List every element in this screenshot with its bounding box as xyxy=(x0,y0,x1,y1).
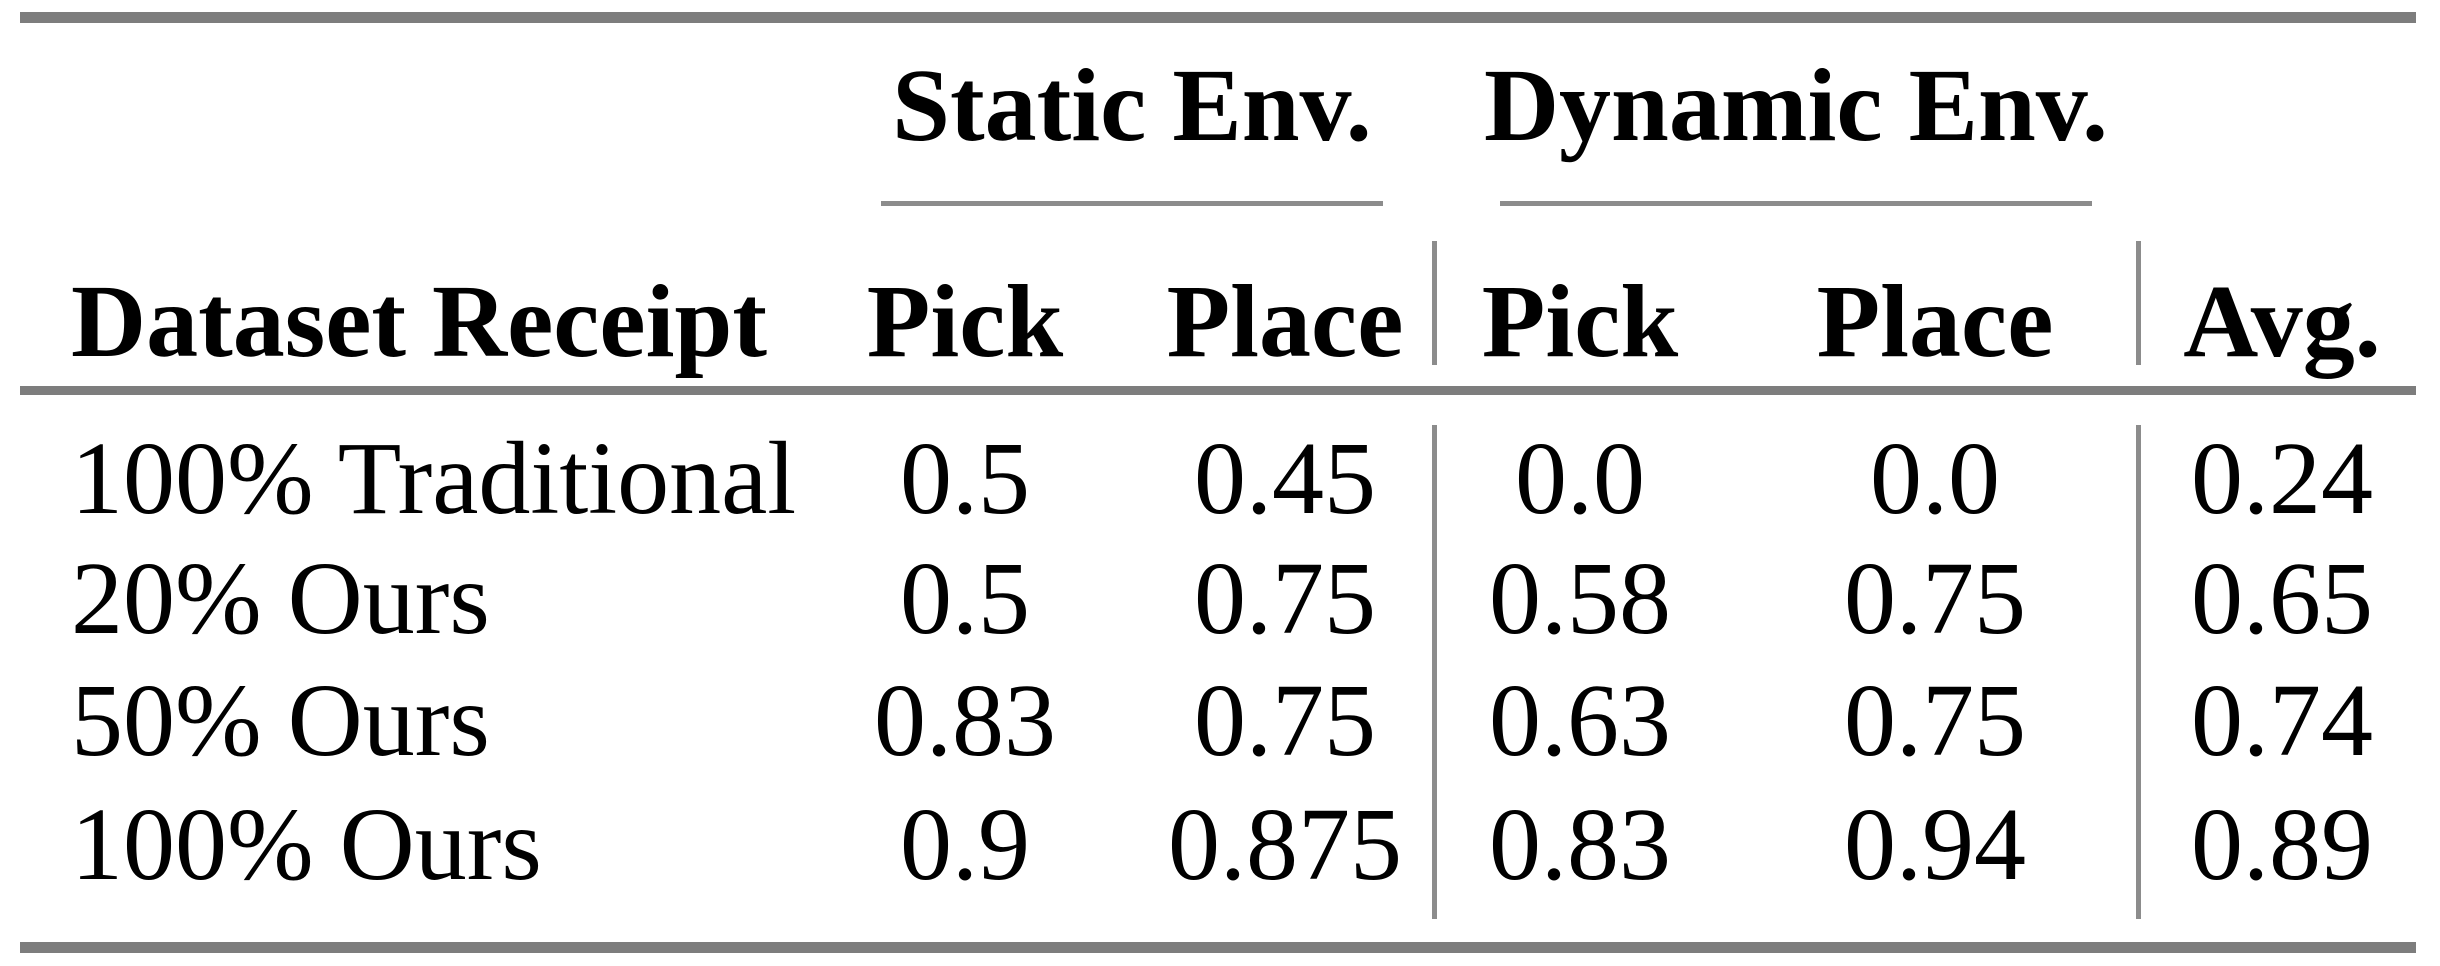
cell-avg: 0.89 xyxy=(2191,787,2373,902)
cmidrule-dynamic xyxy=(1500,201,2092,206)
cmidrule-static xyxy=(881,201,1383,206)
col-header-dynamic-pick: Pick xyxy=(1481,264,1679,379)
row-label: 100% Ours xyxy=(71,787,542,902)
group-header-static-env: Static Env. xyxy=(892,48,1372,163)
group-header-dynamic-env: Dynamic Env. xyxy=(1483,48,2109,163)
vrule-static-dynamic-body xyxy=(1432,425,1437,919)
cell-static-place: 0.75 xyxy=(1194,541,1376,656)
cell-static-place: 0.45 xyxy=(1194,421,1376,536)
vrule-dynamic-avg-header xyxy=(2136,241,2141,365)
col-header-avg: Avg. xyxy=(2183,264,2381,379)
cell-dynamic-pick: 0.58 xyxy=(1489,541,1671,656)
table-rule-top xyxy=(20,12,2416,23)
cell-dynamic-pick: 0.0 xyxy=(1515,421,1645,536)
row-label: 100% Traditional xyxy=(71,421,797,536)
col-header-dataset-receipt: Dataset Receipt xyxy=(71,264,767,379)
cell-static-pick: 0.9 xyxy=(900,787,1030,902)
cell-static-pick: 0.5 xyxy=(900,421,1030,536)
cell-dynamic-place: 0.94 xyxy=(1844,787,2026,902)
row-label: 20% Ours xyxy=(71,541,490,656)
cell-static-pick: 0.5 xyxy=(900,541,1030,656)
cell-dynamic-place: 0.0 xyxy=(1870,421,2000,536)
cell-avg: 0.74 xyxy=(2191,663,2373,778)
table-rule-bottom xyxy=(20,942,2416,953)
row-label: 50% Ours xyxy=(71,663,490,778)
cell-avg: 0.24 xyxy=(2191,421,2373,536)
cell-dynamic-place: 0.75 xyxy=(1844,541,2026,656)
col-header-static-pick: Pick xyxy=(866,264,1064,379)
cell-static-place: 0.75 xyxy=(1194,663,1376,778)
table-rule-mid xyxy=(20,386,2416,395)
col-header-dynamic-place: Place xyxy=(1816,264,2054,379)
vrule-dynamic-avg-body xyxy=(2136,425,2141,919)
cell-dynamic-pick: 0.63 xyxy=(1489,663,1671,778)
cell-static-place: 0.875 xyxy=(1168,787,1402,902)
cell-avg: 0.65 xyxy=(2191,541,2373,656)
vrule-static-dynamic-header xyxy=(1432,241,1437,365)
cell-dynamic-place: 0.75 xyxy=(1844,663,2026,778)
col-header-static-place: Place xyxy=(1166,264,1404,379)
cell-static-pick: 0.83 xyxy=(874,663,1056,778)
cell-dynamic-pick: 0.83 xyxy=(1489,787,1671,902)
